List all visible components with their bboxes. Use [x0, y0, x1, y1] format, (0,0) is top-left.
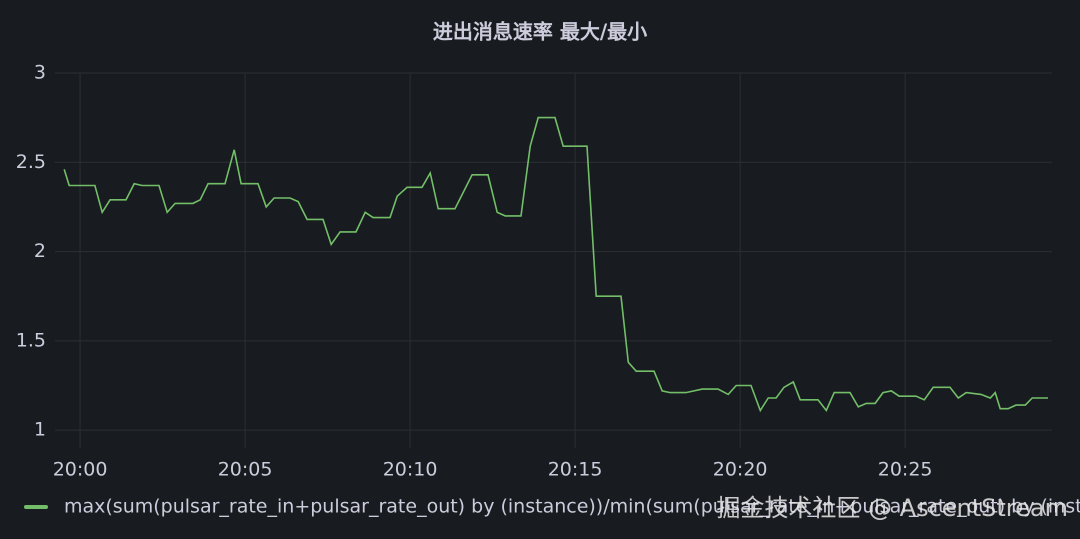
legend-label: max(sum(pulsar_rate_in+pulsar_rate_out) …: [64, 496, 1080, 518]
y-tick-label: 3: [34, 62, 46, 84]
y-tick-label: 2.5: [16, 151, 46, 173]
x-tick-label: 20:05: [218, 459, 273, 481]
watermark: 掘金技术社区 @ AscentStream: [716, 494, 1068, 522]
chart-title: 进出消息速率 最大/最小: [433, 20, 647, 44]
legend-swatch: [24, 505, 48, 509]
y-tick-label: 2: [34, 240, 46, 262]
series-line: [63, 116, 1048, 413]
x-tick-label: 20:20: [713, 459, 768, 481]
y-tick-label: 1: [34, 419, 46, 441]
x-tick-label: 20:15: [548, 459, 603, 481]
y-tick-label: 1.5: [16, 329, 46, 351]
x-tick-label: 20:00: [53, 459, 108, 481]
x-tick-label: 20:25: [878, 459, 933, 481]
x-tick-label: 20:10: [383, 459, 438, 481]
